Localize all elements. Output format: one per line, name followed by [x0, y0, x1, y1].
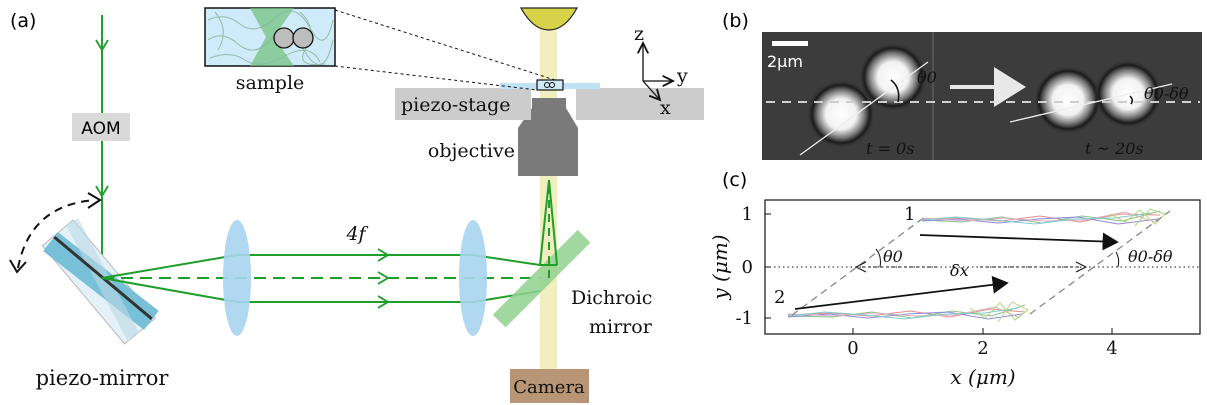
- aom-box: [72, 113, 130, 141]
- beam-arrow-icon: [95, 185, 109, 198]
- camera-label: Camera: [513, 377, 585, 398]
- axis-x-label: x: [660, 97, 671, 119]
- sample-label: sample: [236, 72, 305, 94]
- particle-1-label: 1: [904, 204, 915, 225]
- camera-box: [510, 369, 589, 403]
- plot-area: [764, 199, 1201, 335]
- beam-arrow-icon: [377, 271, 390, 285]
- particle-icon: [549, 82, 555, 88]
- x-axis-arrow: [642, 80, 660, 100]
- beam-arrow-icon: [377, 248, 390, 262]
- xtick-4: 4: [1106, 338, 1117, 359]
- t-start-label: t = 0s: [866, 139, 914, 158]
- beam-arrow-icon: [377, 295, 390, 309]
- lens-2: [459, 220, 487, 336]
- dichroic-label-1: Dichroic: [571, 287, 652, 309]
- ytick-0: 0: [742, 257, 753, 278]
- theta0-label-b: θ0: [917, 68, 937, 87]
- axis-y-label: y: [676, 65, 688, 87]
- xtick-2: 2: [977, 338, 988, 359]
- objective-body: [518, 108, 578, 176]
- ytick-neg1: -1: [735, 308, 753, 329]
- piezo-mirror-label: piezo-mirror: [36, 366, 170, 390]
- theta0-label-c: θ0: [883, 247, 903, 266]
- t-end-label: t ~ 20s: [1085, 139, 1144, 158]
- piezo-mirror: [41, 218, 159, 345]
- rotation-arrow: [17, 199, 96, 269]
- lens-1: [223, 220, 251, 336]
- objective-label: objective: [428, 140, 515, 162]
- delta-x-label: δx: [950, 261, 969, 280]
- xtick-0: 0: [847, 338, 858, 359]
- piezo-stage-label: piezo-stage: [401, 94, 510, 116]
- beam-arrow-icon: [95, 39, 109, 52]
- panel-c-label: (c): [722, 169, 747, 191]
- dichroic-label-2: mirror: [589, 316, 653, 338]
- zoom-line: [334, 65, 538, 91]
- panel-b-label: (b): [722, 10, 749, 32]
- panel-a-label: (a): [10, 10, 36, 32]
- ytick-1: 1: [742, 204, 753, 225]
- theta-final-label-c: θ0-δθ: [1128, 247, 1173, 266]
- aom-label: AOM: [81, 119, 120, 139]
- theta-final-label-b: θ0-δθ: [1144, 84, 1189, 103]
- y-axis-label: y (μm): [708, 234, 732, 300]
- 4f-label: 4f: [345, 223, 368, 245]
- rotation-arrowhead-icon: [87, 192, 102, 209]
- stage-left: [395, 88, 531, 120]
- axis-z-label: z: [634, 23, 644, 45]
- x-axis-label: x (μm): [950, 365, 1015, 389]
- dichroic-mirror: [492, 229, 591, 328]
- objective-tip: [532, 98, 566, 110]
- zoom-line: [334, 9, 556, 81]
- stage-right: [576, 88, 704, 120]
- sample-inset: [204, 7, 336, 67]
- microscope-image: [762, 32, 1202, 160]
- focus-beam: [539, 179, 558, 278]
- particle-2-label: 2: [774, 287, 785, 308]
- scale-bar-label: 2μm: [767, 52, 803, 71]
- condenser-lens-icon: [519, 7, 579, 31]
- rotation-arrowhead-icon: [9, 259, 27, 274]
